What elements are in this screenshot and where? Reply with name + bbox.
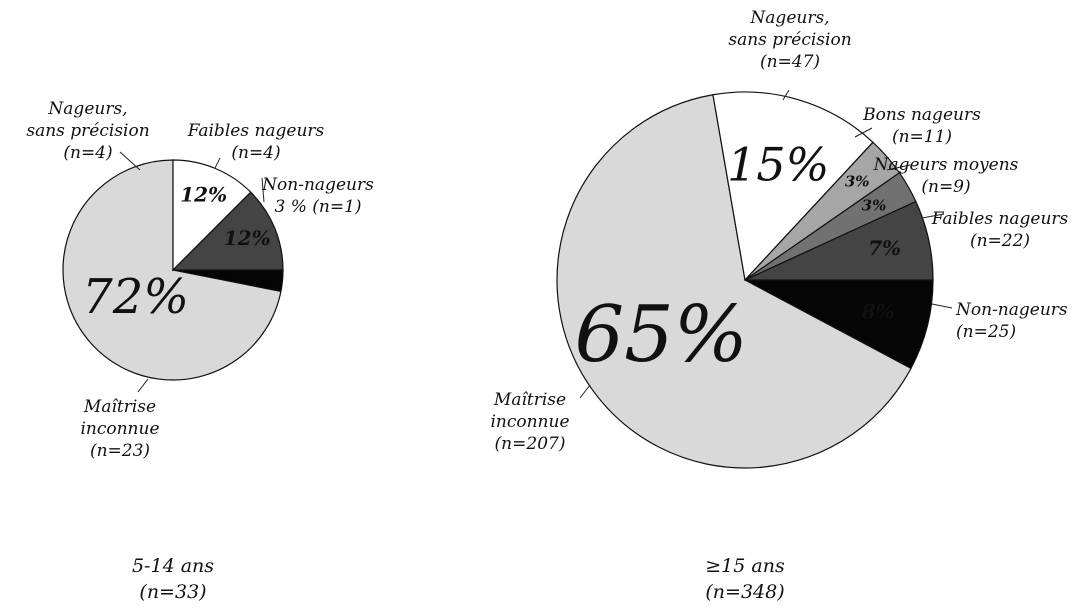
slice-percent-label: 3% bbox=[845, 173, 870, 191]
slice-label-line: (n=9) bbox=[921, 177, 970, 197]
leader-line bbox=[137, 378, 149, 393]
pie-slice-mi bbox=[556, 94, 912, 469]
caption-line-1: 5-14 ans bbox=[132, 555, 214, 577]
slice-category-label: Faibles nageurs (n=4) bbox=[187, 121, 325, 163]
slice-category-label: Nageurs, sans précision (n=47) bbox=[728, 8, 851, 72]
slice-percent-label: 12% bbox=[224, 226, 271, 250]
leader-line bbox=[261, 177, 265, 203]
leader-line bbox=[579, 384, 591, 399]
caption-line-2: (n=33) bbox=[139, 581, 206, 603]
leader-line bbox=[119, 151, 141, 171]
pie-slice-mi bbox=[62, 159, 282, 381]
slice-category-label: Non-nageurs (n=25) bbox=[955, 300, 1068, 342]
slice-label-line: (n=4) bbox=[231, 143, 280, 163]
slice-label-line: (n=47) bbox=[760, 52, 820, 72]
slice-category-label: Faibles nageurs (n=22) bbox=[931, 209, 1069, 251]
pie-slice-fn bbox=[171, 191, 284, 271]
slice-percent-label: 15% bbox=[727, 137, 829, 191]
slice-percent-label: 65% bbox=[575, 290, 748, 380]
leader-line bbox=[854, 127, 873, 138]
slice-label-line: sans précision bbox=[26, 121, 149, 141]
caption-line-2: (n=348) bbox=[705, 581, 784, 603]
slice-label-line: (n=11) bbox=[892, 127, 952, 147]
slice-category-label: Maîtrise inconnue (n=23) bbox=[80, 397, 159, 461]
slice-category-label: Nageurs moyens (n=9) bbox=[873, 155, 1019, 197]
pie-chart: Non-nageurs 3 % (n=1)72%Maîtrise inconnue(… bbox=[26, 99, 374, 461]
leader-line bbox=[214, 157, 221, 169]
slice-label-line: inconnue bbox=[490, 412, 569, 432]
leader-line bbox=[782, 89, 790, 101]
slice-category-label: Non-nageurs 3 % (n=1) bbox=[261, 175, 374, 217]
slice-label-line: sans précision bbox=[728, 30, 851, 50]
slice-label-line: Bons nageurs bbox=[862, 105, 981, 125]
slice-label-line: (n=22) bbox=[970, 231, 1030, 251]
slice-label-line: Faibles nageurs bbox=[187, 121, 325, 141]
slice-label-line: Non-nageurs bbox=[261, 175, 374, 195]
caption-line-1: ≥15 ans bbox=[705, 555, 785, 577]
slice-label-line: inconnue bbox=[80, 419, 159, 439]
slice-label-line: Nageurs moyens bbox=[873, 155, 1019, 175]
pie-slice-ns bbox=[172, 159, 252, 272]
slice-category-label: Nageurs, sans précision (n=4) bbox=[26, 99, 149, 163]
slice-label-line: Non-nageurs bbox=[955, 300, 1068, 320]
slice-label-line: (n=25) bbox=[956, 322, 1016, 342]
slice-label-line: (n=207) bbox=[495, 434, 566, 454]
pie-slice-fn bbox=[744, 200, 934, 281]
leader-line bbox=[931, 303, 953, 309]
slice-label-line: Nageurs, bbox=[749, 8, 829, 28]
pie-slice-nn bbox=[744, 279, 934, 370]
slice-category-label: Maîtrise inconnue (n=207) bbox=[490, 390, 569, 454]
pie-chart: 8% Non-nageurs (n=25)65%Maîtrise inconnue (n… bbox=[490, 8, 1069, 469]
slice-label-line: Nageurs, bbox=[47, 99, 127, 119]
slice-percent-label: 8% bbox=[861, 300, 895, 324]
slice-percent-label: 3% bbox=[862, 196, 887, 214]
slice-label-line: Maîtrise bbox=[493, 390, 566, 410]
slice-label-line: (n=23) bbox=[90, 441, 150, 461]
slice-label-line: Maîtrise bbox=[83, 397, 156, 417]
slice-percent-label: 7% bbox=[868, 236, 901, 260]
leader-line bbox=[921, 213, 945, 219]
slice-label-line: Faibles nageurs bbox=[931, 209, 1069, 229]
slice-percent-label: 72% bbox=[82, 269, 189, 325]
slice-label-line: (n=4) bbox=[63, 143, 112, 163]
slice-category-label: Bons nageurs (n=11) bbox=[862, 105, 981, 147]
leader-line bbox=[886, 164, 911, 171]
slice-percent-label: 12% bbox=[180, 182, 227, 206]
slice-label-line: 3 % (n=1) bbox=[274, 197, 361, 217]
